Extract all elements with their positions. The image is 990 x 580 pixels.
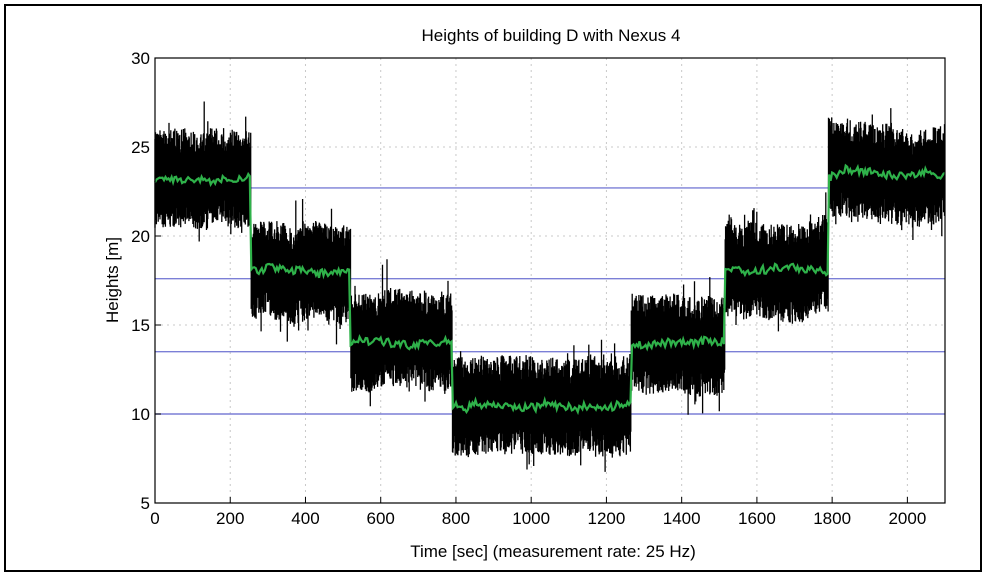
x-axis-label: Time [sec] (measurement rate: 25 Hz) xyxy=(410,542,696,561)
x-tick-label: 1400 xyxy=(663,509,701,528)
x-tick-label: 800 xyxy=(442,509,470,528)
x-tick-label: 200 xyxy=(216,509,244,528)
y-tick-label: 30 xyxy=(131,49,150,68)
y-axis-ticks: 5 10 15 20 25 30 xyxy=(131,49,161,513)
y-tick-label: 25 xyxy=(131,138,150,157)
smoothed-height-series xyxy=(154,163,946,416)
x-tick-label: 1000 xyxy=(512,509,550,528)
plot-area xyxy=(154,57,946,504)
x-tick-label: 400 xyxy=(291,509,319,528)
y-tick-label: 15 xyxy=(131,316,150,335)
x-tick-label: 1800 xyxy=(813,509,851,528)
y-tick-label: 20 xyxy=(131,227,150,246)
y-tick-label: 5 xyxy=(141,494,150,513)
chart-title: Heights of building D with Nexus 4 xyxy=(422,26,681,45)
x-tick-label: 2000 xyxy=(888,509,926,528)
x-tick-label: 1200 xyxy=(588,509,626,528)
y-axis-label: Heights [m] xyxy=(103,237,122,323)
x-tick-label: 600 xyxy=(367,509,395,528)
y-tick-label: 10 xyxy=(131,405,150,424)
axes-box xyxy=(154,57,946,504)
x-tick-label: 1600 xyxy=(738,509,776,528)
x-axis-ticks: 0 200 400 600 800 1000 1200 1400 1600 1800 2000 xyxy=(150,497,926,528)
x-tick-label: 0 xyxy=(150,509,159,528)
